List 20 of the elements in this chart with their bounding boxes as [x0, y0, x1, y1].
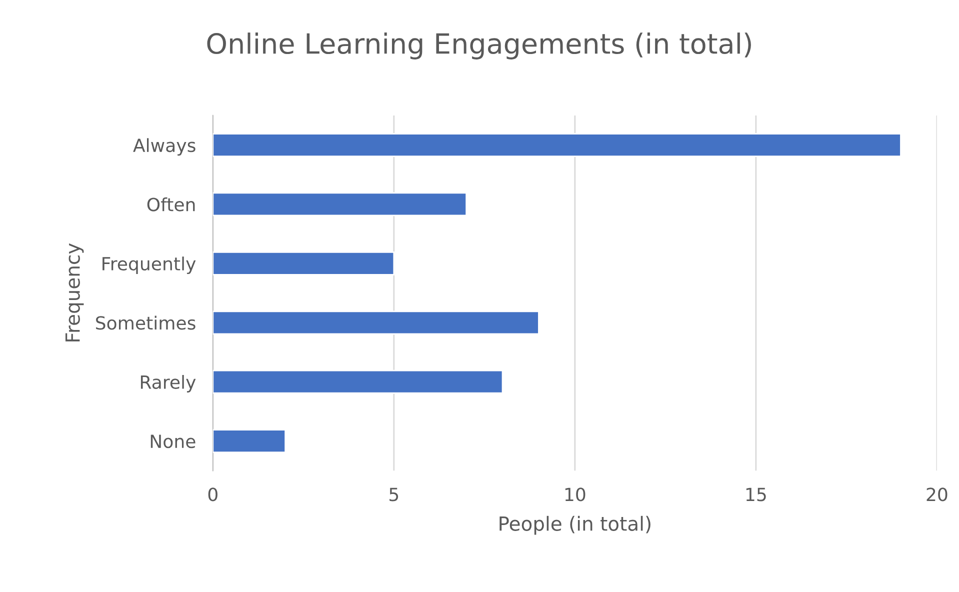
x-tick-label: 10 — [565, 488, 586, 502]
y-tick-label: Always — [133, 138, 196, 156]
bar — [212, 429, 286, 453]
y-axis-title: Frequency — [65, 243, 84, 342]
y-tick-label: Sometimes — [96, 316, 196, 330]
bar — [212, 133, 902, 157]
y-tick-label: Often — [147, 197, 195, 212]
x-tick-label: 0 — [208, 488, 218, 502]
bar — [212, 370, 504, 394]
y-tick-label: Frequently — [102, 256, 196, 274]
y-tick-label: Rarely — [140, 374, 196, 392]
x-tick-label: 15 — [746, 488, 766, 502]
bar — [212, 192, 468, 216]
y-tick-label: None — [150, 434, 196, 448]
bar — [212, 251, 395, 276]
chart-title: Online Learning Engagements (in total) — [207, 32, 751, 60]
bar — [212, 310, 540, 335]
x-tick-label: 5 — [390, 488, 398, 502]
x-axis-title: People (in total) — [500, 516, 650, 535]
x-tick-label: 20 — [926, 488, 948, 502]
